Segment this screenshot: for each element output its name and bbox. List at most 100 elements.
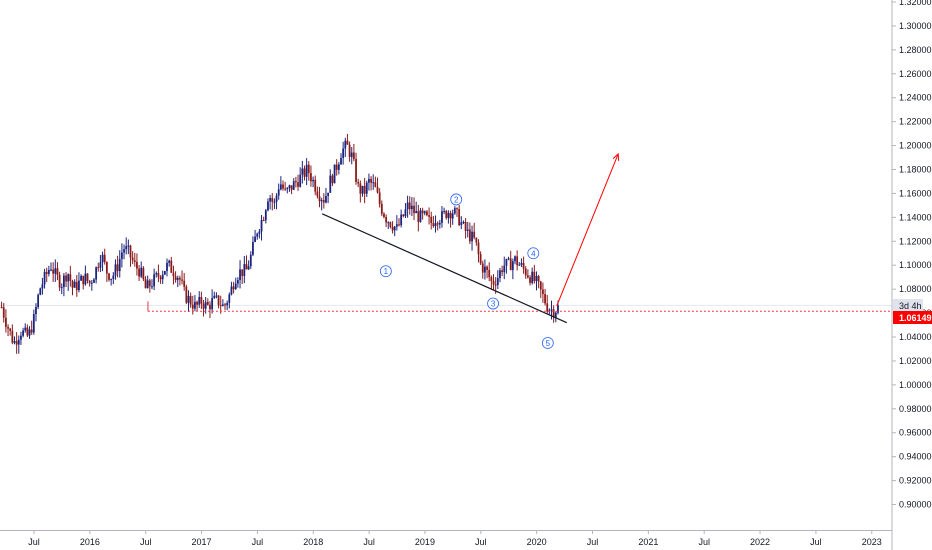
candle-body <box>355 159 357 182</box>
time-tick-label: Jul <box>363 537 375 547</box>
candle-body <box>511 261 514 271</box>
candle-body <box>60 287 63 289</box>
wave-label-circle <box>541 337 554 349</box>
candle-body <box>282 184 284 189</box>
candle-body <box>378 192 381 204</box>
candle-body <box>144 279 147 289</box>
candle-body <box>333 164 336 184</box>
candle-body <box>385 217 388 223</box>
time-axis[interactable]: Jul 2016 Jul 2017 Jul 2018 Jul 2019 Jul 2020 Jul 20… <box>28 530 882 547</box>
candle-body <box>247 266 250 270</box>
candle-body <box>41 284 44 289</box>
candle-body <box>514 256 516 262</box>
candle-body <box>348 144 351 157</box>
price-tick-label: 1.32000 <box>899 0 932 7</box>
candle-body <box>460 222 463 226</box>
candle-body <box>2 307 5 318</box>
wave-label-text: 3 <box>491 300 496 309</box>
wave-label-circle <box>379 265 392 278</box>
candle-body <box>464 222 467 231</box>
candle-body <box>273 201 276 203</box>
price-tick-label: 1.16000 <box>899 188 932 198</box>
wave-label-circle <box>487 297 499 310</box>
price-tick-label: 1.14000 <box>899 212 932 222</box>
candle-body <box>327 192 330 196</box>
candle-body <box>445 211 448 218</box>
candle-body <box>228 294 231 303</box>
candle-body <box>5 317 7 327</box>
wave-label: 3 <box>487 297 499 310</box>
candle-body <box>484 266 486 273</box>
candle-body <box>43 271 46 285</box>
candle-body <box>524 268 527 276</box>
candle-body <box>30 329 33 333</box>
candle-body <box>209 304 211 310</box>
candle-body <box>453 208 456 214</box>
candle-body <box>479 254 482 264</box>
candle-body <box>234 283 237 290</box>
time-tick-label: Jul <box>140 537 152 547</box>
candle-body <box>99 262 102 268</box>
wave-label-text: 1 <box>384 267 389 276</box>
candle-body <box>387 222 390 224</box>
candle-body <box>299 174 302 187</box>
candle-body <box>316 191 319 197</box>
candle-body <box>39 288 42 295</box>
candle-body <box>178 277 181 280</box>
candle-body <box>361 185 364 194</box>
candle-body <box>88 280 91 284</box>
candle-body <box>172 272 175 277</box>
candle-body <box>550 309 553 311</box>
candle-body <box>522 263 525 269</box>
candle-body <box>161 274 164 280</box>
price-tick-label: 1.00000 <box>899 380 932 390</box>
price-tick-label: 0.96000 <box>899 428 932 438</box>
candle-body <box>241 269 244 276</box>
price-tick-label: 1.08000 <box>899 284 932 294</box>
price-tick-label: 1.20000 <box>899 141 932 151</box>
candle-body <box>84 273 87 285</box>
candle-body <box>103 254 106 263</box>
wave-label-circle <box>450 193 463 206</box>
candle-body <box>271 198 274 202</box>
candle-body <box>269 198 272 202</box>
candle-body <box>438 222 441 225</box>
price-tick-label: 1.28000 <box>899 45 932 55</box>
candle-body <box>389 222 392 227</box>
candle-body <box>380 203 383 214</box>
candle-body <box>428 215 430 217</box>
candle-body <box>307 164 310 174</box>
candle-body <box>120 252 123 259</box>
candle-body <box>73 281 76 288</box>
candle-body <box>546 303 549 312</box>
candle-body <box>219 305 222 307</box>
candle-body <box>58 274 61 288</box>
candle-body <box>370 178 372 183</box>
candle-body <box>290 185 293 190</box>
candle-body <box>204 302 207 309</box>
candle-body <box>7 326 9 329</box>
candle-body <box>101 254 104 263</box>
price-tick-label: 1.30000 <box>899 21 932 31</box>
candle-body <box>118 258 121 272</box>
candle-body <box>342 148 345 158</box>
price-tick-label: 0.94000 <box>899 452 932 462</box>
candle-body <box>236 280 239 284</box>
candle-body <box>221 304 224 306</box>
candle-body <box>95 267 98 280</box>
candle-body <box>157 273 160 277</box>
candle-body <box>138 268 140 277</box>
time-tick-label: 2016 <box>80 537 100 547</box>
candle-body <box>243 264 246 276</box>
candle-body <box>434 223 437 227</box>
candle-body <box>542 289 544 295</box>
price-axis[interactable]: 1.32000 1.30000 1.28000 1.26000 1.24000 1.220… <box>892 0 932 510</box>
candle-body <box>28 329 31 336</box>
candle-body <box>318 196 321 202</box>
candle-body <box>166 262 168 272</box>
chart-annotations: 1 2 3 4 5 <box>147 152 892 349</box>
candle-body <box>97 267 100 269</box>
candle-body <box>123 249 125 253</box>
candle-body <box>86 273 89 281</box>
